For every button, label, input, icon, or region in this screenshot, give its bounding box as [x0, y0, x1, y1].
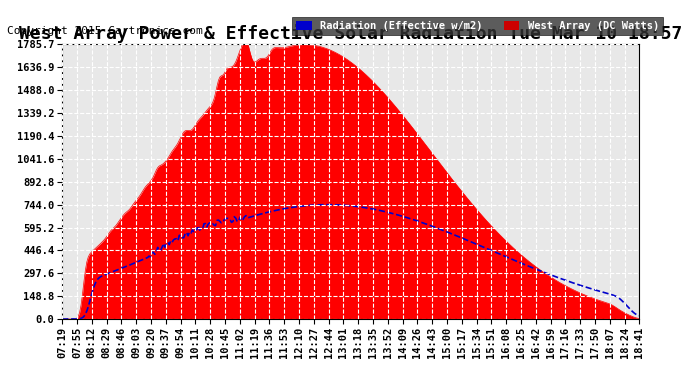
Legend: Radiation (Effective w/m2), West Array (DC Watts): Radiation (Effective w/m2), West Array (…	[293, 17, 663, 35]
Title: West Array Power & Effective Solar Radiation Tue Mar 10 18:57: West Array Power & Effective Solar Radia…	[19, 24, 682, 43]
Text: Copyright 2015 Cartronics.com: Copyright 2015 Cartronics.com	[7, 26, 203, 36]
